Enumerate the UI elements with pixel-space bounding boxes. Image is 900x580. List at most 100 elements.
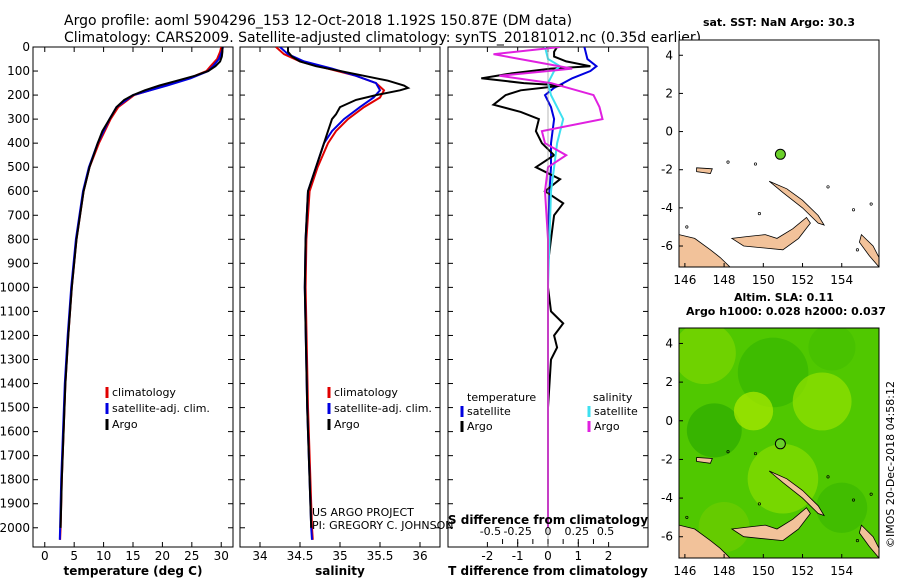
depth-tick-label: 1000 (0, 280, 30, 294)
salinity-diff-tick-label: 0 (545, 525, 552, 538)
map-ytick-label: 0 (665, 125, 673, 139)
depth-tick-label: 1900 (0, 497, 30, 511)
sla-field-blob (679, 328, 736, 385)
salinity-legend-label: Argo (334, 418, 360, 431)
salinity-xlabel: salinity (315, 564, 365, 578)
differences-series-argo (481, 47, 591, 528)
sla-map-title2: Argo h1000: 0.028 h2000: 0.037 (686, 305, 886, 318)
salinity-diff-tick-label: 0.25 (565, 525, 590, 538)
map-ytick-label: -6 (661, 239, 673, 253)
depth-tick-label: 200 (7, 88, 30, 102)
differences-xtick-label: -1 (512, 549, 524, 563)
temperature-panel: 0100200300400500600700800900100011001200… (0, 40, 234, 578)
islet (869, 492, 873, 496)
islet (753, 162, 758, 166)
sla-field-blob (686, 403, 742, 458)
temperature-legend-label: satellite-adj. clim. (112, 402, 210, 415)
depth-tick-label: 2000 (0, 521, 30, 535)
islet (851, 498, 856, 502)
temperature-frame (32, 46, 234, 548)
salinity-panel: 34 34.5 35 35.5 36 salinity climatology satelli… (239, 46, 441, 578)
imos-watermark: ©IMOS 20-Dec-2018 04:58:12 (884, 381, 897, 548)
map-ytick-label: 4 (665, 336, 673, 350)
islet (685, 225, 689, 229)
map-ytick-label: -2 (661, 452, 673, 466)
land-new-guinea (679, 524, 731, 558)
islet (726, 450, 730, 454)
depth-tick-label: 100 (7, 64, 30, 78)
depth-tick-label: 500 (7, 160, 30, 174)
map-xtick-label: 148 (713, 273, 736, 287)
islet (826, 475, 830, 479)
temperature-series-argo (59, 47, 224, 528)
temperature-xtick-label: 20 (155, 549, 170, 563)
map-ytick-label: 4 (665, 48, 673, 62)
depth-tick-label: 900 (7, 256, 30, 270)
land-new-ireland (768, 180, 826, 226)
temperature-xtick-label: 5 (70, 549, 78, 563)
diff-legend-label: satellite (594, 405, 638, 418)
sla-map-title1: Altim. SLA: 0.11 (734, 291, 834, 304)
differences-xtick-label: 1 (574, 549, 582, 563)
islet (757, 212, 761, 216)
depth-tick-label: 0 (22, 40, 30, 54)
salinity-legend-label: climatology (334, 386, 398, 399)
argo-location-marker (774, 438, 786, 450)
land-bougainville (858, 233, 879, 267)
sla-field-blob (737, 337, 809, 408)
islet (855, 248, 859, 252)
land-new-britain (730, 216, 811, 251)
islet (685, 515, 689, 519)
differences-xlabel: T difference from climatology (448, 564, 648, 578)
map-xtick-label: 150 (752, 273, 775, 287)
islet (869, 202, 873, 206)
map-ytick-label: -6 (661, 530, 673, 544)
salinity-series-argo (287, 47, 411, 528)
difference-panel: -2 -1 0 1 2T difference from climatology -0.5… (447, 46, 649, 578)
diff-legend-label: Argo (467, 420, 493, 433)
salinity-xtick-label: 35.5 (367, 549, 394, 563)
depth-tick-label: 1500 (0, 401, 30, 415)
map-content (679, 40, 879, 267)
sla-field-blob (816, 482, 868, 533)
map-frame (678, 39, 880, 268)
map-ytick-label: 0 (665, 414, 673, 428)
diff-legend-label: Argo (594, 420, 620, 433)
salinity-series-group (275, 47, 411, 540)
differences-xtick-label: 2 (605, 549, 613, 563)
salinity-xtick-label: 34 (252, 549, 267, 563)
depth-tick-label: 400 (7, 136, 30, 150)
temperature-legend-label: Argo (112, 418, 138, 431)
depth-tick-label: 1800 (0, 473, 30, 487)
sla-field-blob (808, 328, 856, 371)
salinity-xtick-label: 36 (412, 549, 427, 563)
salinity-xtick-label: 35 (332, 549, 347, 563)
depth-tick-label: 1200 (0, 328, 30, 342)
map-xtick-label: 154 (830, 564, 853, 578)
islet (826, 185, 830, 189)
islet (855, 539, 859, 543)
land-new-guinea (679, 234, 731, 267)
map-ytick-label: -4 (661, 201, 673, 215)
temperature-xlabel: temperature (deg C) (64, 564, 203, 578)
salinity-diff-tick-label: -0.5 (480, 525, 501, 538)
land-new-britain (730, 507, 811, 542)
sla-field-blob (698, 501, 750, 553)
map-content (679, 328, 879, 558)
sla-map: 146 148 150 152 154 4 2 0 -2 -4 -6 (661, 327, 880, 578)
land-manus (696, 457, 713, 464)
depth-tick-label: 300 (7, 112, 30, 126)
depth-tick-label: 1400 (0, 377, 30, 391)
map-frame (678, 327, 880, 559)
temperature-legend-label: climatology (112, 386, 176, 399)
depth-tick-label: 1600 (0, 425, 30, 439)
diff-legend-label: satellite (467, 405, 511, 418)
diff-legend-title-right: salinity (593, 391, 633, 404)
map-xtick-label: 154 (830, 273, 853, 287)
temperature-xtick-label: 15 (125, 549, 140, 563)
sst-map-title: sat. SST: NaN Argo: 30.3 (703, 16, 855, 29)
depth-tick-label: 800 (7, 232, 30, 246)
salinity-diff-tick-label: 0.5 (597, 525, 615, 538)
salinity-xtick-label: 34.5 (287, 549, 314, 563)
